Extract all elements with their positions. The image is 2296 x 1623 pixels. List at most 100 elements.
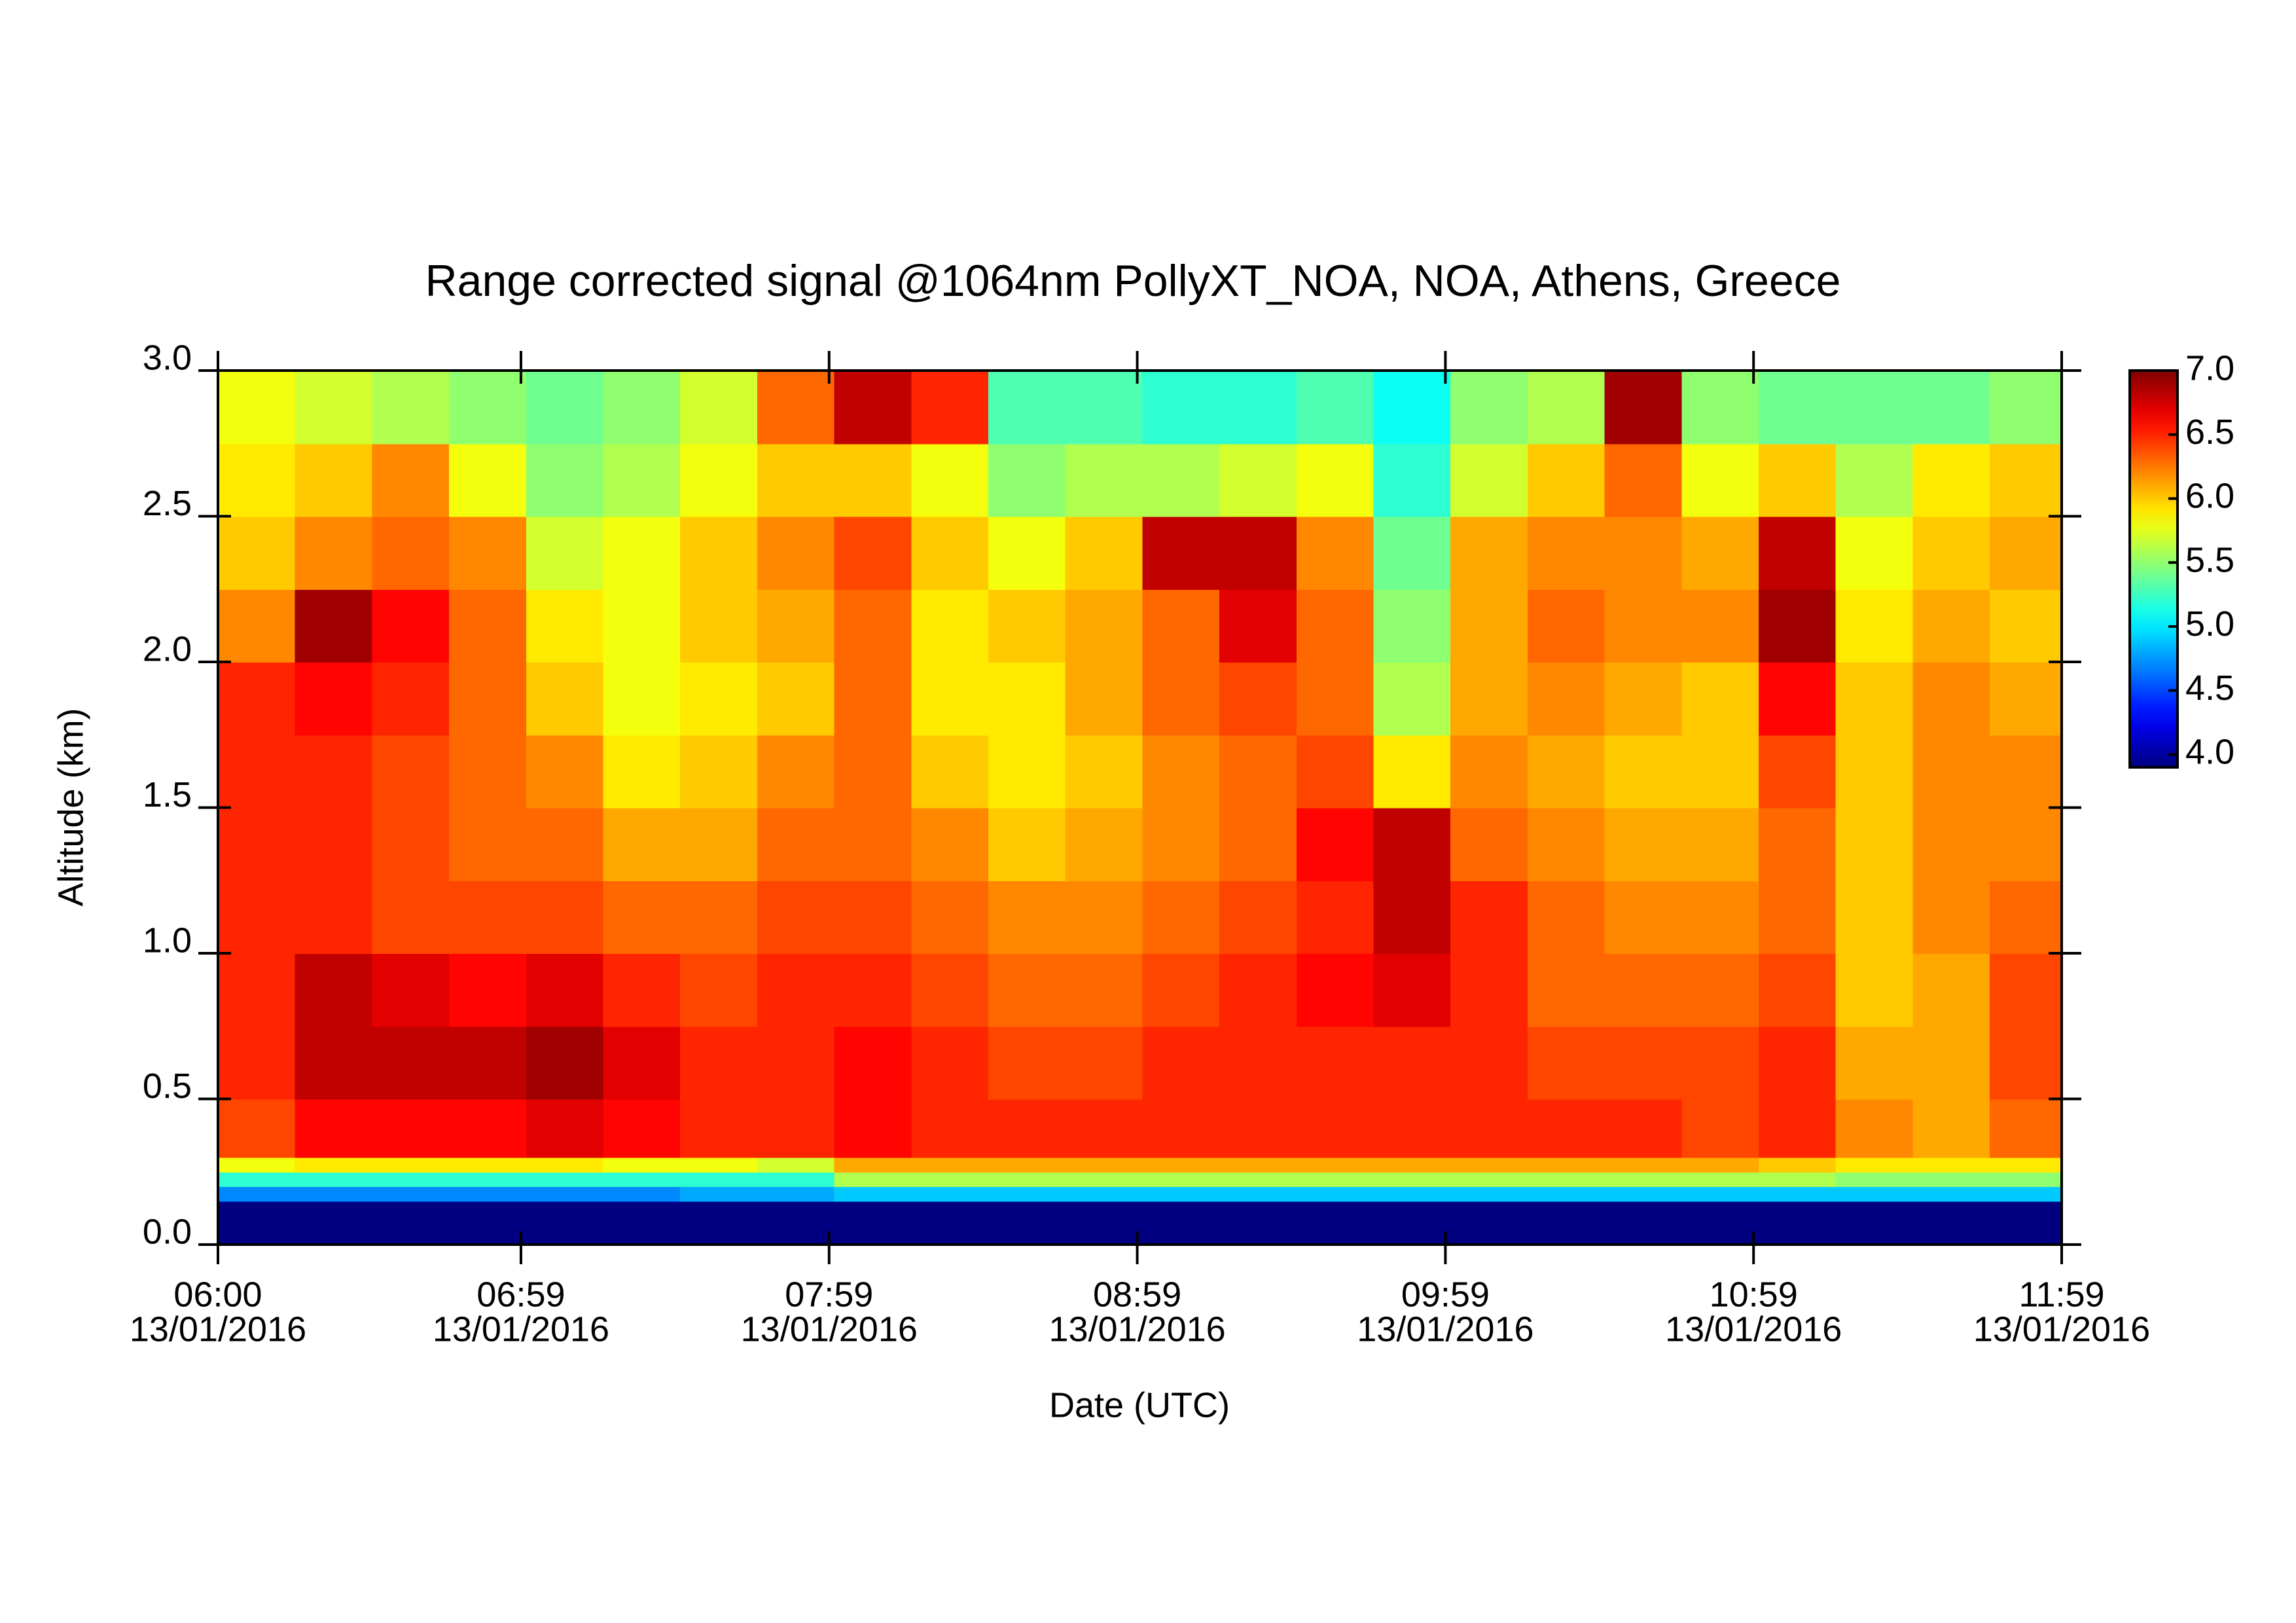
- heatmap-cell: [757, 589, 835, 663]
- heatmap-cell: [218, 1186, 296, 1202]
- heatmap-cell: [1527, 1201, 1605, 1245]
- heatmap-cell: [1373, 1026, 1452, 1100]
- heatmap-cell: [1759, 1157, 1837, 1173]
- heatmap-cell: [988, 953, 1066, 1027]
- heatmap-cell: [1759, 1186, 1837, 1202]
- heatmap-cell: [1990, 1201, 2062, 1245]
- heatmap-cell: [1912, 516, 1991, 590]
- heatmap-cell: [1373, 880, 1452, 954]
- heatmap-cell: [1296, 1157, 1374, 1173]
- heatmap-cell: [834, 1099, 912, 1158]
- heatmap-cell: [295, 807, 373, 881]
- heatmap-cell: [1450, 1186, 1528, 1202]
- heatmap-cell: [911, 1201, 990, 1245]
- heatmap-cell: [1681, 1099, 1760, 1158]
- heatmap-cell: [372, 589, 450, 663]
- heatmap-cell: [449, 1186, 527, 1202]
- heatmap-cell: [1142, 953, 1221, 1027]
- heatmap-cell: [603, 1099, 681, 1158]
- heatmap-cell: [911, 1157, 990, 1173]
- heatmap-cell: [1296, 735, 1374, 809]
- heatmap-cell: [1219, 1186, 1297, 1202]
- y-tick-label: 1.5: [143, 775, 192, 814]
- heatmap-cell: [1296, 1201, 1374, 1245]
- heatmap-cell: [218, 1026, 296, 1100]
- heatmap-cell: [1065, 1186, 1143, 1202]
- heatmap-cell: [1604, 1099, 1683, 1158]
- heatmap-cell: [1065, 807, 1143, 881]
- heatmap-cell: [295, 1157, 373, 1173]
- heatmap-cell: [1065, 1171, 1143, 1187]
- heatmap-cell: [1912, 953, 1991, 1027]
- heatmap-cell: [1604, 1026, 1683, 1100]
- heatmap-cell: [372, 953, 450, 1027]
- heatmap-cell: [1373, 371, 1452, 445]
- heatmap-cell: [988, 662, 1066, 736]
- heatmap-cell: [1604, 443, 1683, 517]
- heatmap-cell: [911, 589, 990, 663]
- heatmap-cell: [1450, 1099, 1528, 1158]
- heatmap-cell: [1681, 516, 1760, 590]
- heatmap-cell: [988, 516, 1066, 590]
- colorbar-tick-label: 6.5: [2185, 412, 2234, 452]
- heatmap-cell: [1990, 1099, 2062, 1158]
- heatmap-cell: [295, 516, 373, 590]
- heatmap-cell: [1912, 662, 1991, 736]
- heatmap-cell: [1219, 1201, 1297, 1245]
- heatmap-cell: [1835, 1186, 1914, 1202]
- heatmap-cell: [680, 735, 758, 809]
- heatmap-cell: [1990, 1171, 2062, 1187]
- x-tick-label: 06:59: [476, 1275, 565, 1314]
- heatmap-cell: [449, 880, 527, 954]
- heatmap-cell: [218, 589, 296, 663]
- heatmap-cell: [1604, 807, 1683, 881]
- heatmap-cell: [1527, 880, 1605, 954]
- heatmap-cell: [449, 1157, 527, 1173]
- heatmap-cell: [1835, 953, 1914, 1027]
- heatmap-cell: [1835, 807, 1914, 881]
- heatmap-cell: [1759, 589, 1837, 663]
- heatmap-cell: [1912, 1099, 1991, 1158]
- heatmap-cell: [1142, 1171, 1221, 1187]
- heatmap-cell: [1527, 371, 1605, 445]
- heatmap-cell: [1990, 1186, 2062, 1202]
- heatmap-cell: [1681, 735, 1760, 809]
- heatmap-cell: [1604, 1201, 1683, 1245]
- heatmap-cell: [1373, 1171, 1452, 1187]
- heatmap-cell: [1912, 1171, 1991, 1187]
- heatmap-cell: [449, 443, 527, 517]
- heatmap-cell: [218, 516, 296, 590]
- x-tick-label: 07:59: [785, 1275, 873, 1314]
- heatmap-cell: [1065, 662, 1143, 736]
- heatmap-cell: [1990, 807, 2062, 881]
- heatmap-cell: [680, 516, 758, 590]
- heatmap-cell: [218, 1099, 296, 1158]
- chart-title: Range corrected signal @1064nm PollyXT_N…: [425, 256, 1841, 306]
- heatmap-cell: [218, 880, 296, 954]
- heatmap-cell: [1759, 953, 1837, 1027]
- heatmap-cell: [603, 735, 681, 809]
- heatmap-cell: [1065, 880, 1143, 954]
- heatmap-cell: [1835, 1201, 1914, 1245]
- heatmap-cell: [834, 589, 912, 663]
- heatmap-cell: [1296, 1171, 1374, 1187]
- heatmap-cell: [1681, 1157, 1760, 1173]
- heatmap-cell: [680, 1099, 758, 1158]
- heatmap-cell: [1604, 1157, 1683, 1173]
- heatmap-cell: [1296, 1186, 1374, 1202]
- heatmap-cell: [218, 735, 296, 809]
- heatmap-cell: [911, 953, 990, 1027]
- heatmap-cell: [603, 953, 681, 1027]
- heatmap-cell: [1142, 662, 1221, 736]
- heatmap-cell: [1835, 880, 1914, 954]
- heatmap-cell: [372, 807, 450, 881]
- heatmap-cell: [1065, 735, 1143, 809]
- heatmap-cell: [1681, 807, 1760, 881]
- heatmap-cell: [1604, 880, 1683, 954]
- heatmap-cell: [603, 1171, 681, 1187]
- heatmap-cell: [1219, 443, 1297, 517]
- x-tick-date: 13/01/2016: [1973, 1309, 2150, 1349]
- heatmap-cell: [295, 953, 373, 1027]
- x-tick-label: 10:59: [1710, 1275, 1798, 1314]
